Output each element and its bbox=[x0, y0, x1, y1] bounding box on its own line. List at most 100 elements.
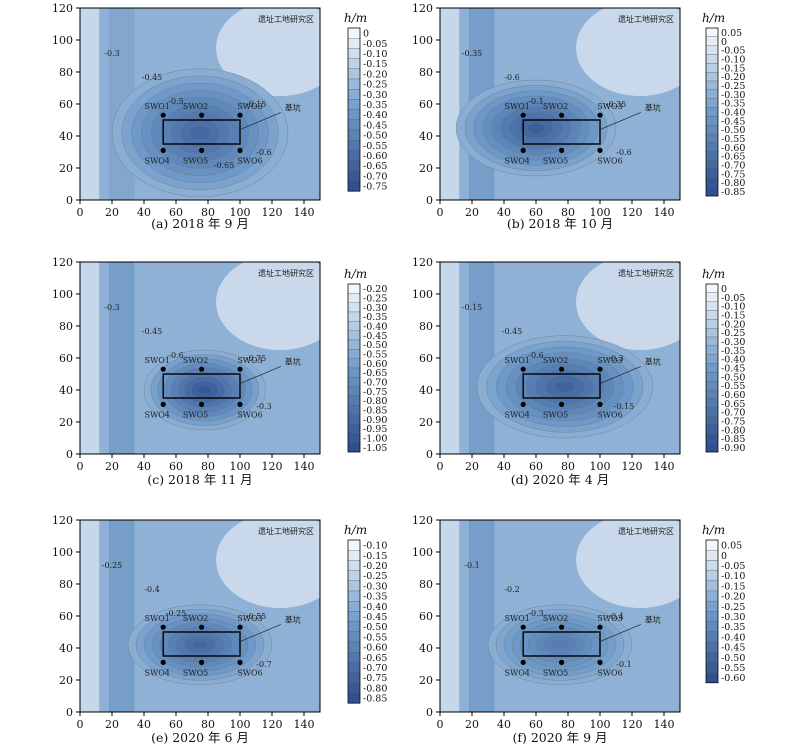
colorbar-tick-label: -0.40 bbox=[363, 110, 387, 121]
colorbar-tick-label: -0.75 bbox=[363, 387, 387, 398]
colorbar-frame bbox=[705, 283, 719, 453]
x-tick-label: 80 bbox=[561, 206, 575, 219]
colorbar-tick-label: -0.85 bbox=[721, 434, 745, 445]
well-marker bbox=[199, 659, 205, 666]
region-label: 遗址工地研究区 bbox=[258, 14, 314, 24]
x-tick-label: 80 bbox=[561, 460, 575, 473]
colorbar-tick-label: -0.90 bbox=[721, 443, 745, 454]
colorbar-unit-label: h/m bbox=[344, 267, 367, 281]
colorbar-tick-label: -0.85 bbox=[363, 694, 387, 705]
contour-label: -0.2 bbox=[504, 585, 519, 594]
contour-label: -0.45 bbox=[502, 327, 523, 336]
chart-panel-4: -0.15 -0.45 -0.6 -0.3 -0.15 SWO1 SWO2 SWO3 SWO4 S… bbox=[412, 256, 745, 487]
colorbar-frame bbox=[705, 27, 719, 197]
colorbar-frame bbox=[347, 27, 361, 192]
well-label: SWO5 bbox=[183, 156, 208, 165]
colorbar-swatch bbox=[705, 590, 719, 602]
pit-label: 基坑 bbox=[645, 102, 661, 112]
colorbar-swatch bbox=[705, 160, 719, 170]
x-tick-label: 40 bbox=[137, 460, 151, 473]
colorbar-swatch bbox=[347, 442, 361, 453]
y-tick-label: 0 bbox=[66, 706, 73, 719]
well-marker bbox=[520, 401, 526, 407]
field-trough bbox=[108, 520, 135, 712]
contour-label: -0.1 bbox=[528, 97, 543, 106]
colorbar-swatch bbox=[347, 58, 361, 69]
contour-label: -0.3 bbox=[256, 402, 271, 411]
colorbar-swatch bbox=[347, 621, 361, 632]
well-label: SWO2 bbox=[183, 102, 208, 111]
colorbar-tick-label: -0.10 bbox=[363, 49, 387, 60]
field-light-band bbox=[440, 8, 460, 200]
y-tick-label: 40 bbox=[419, 130, 433, 143]
colorbar-swatch bbox=[347, 321, 361, 331]
colorbar-tick-label: -0.15 bbox=[721, 310, 745, 321]
colorbar-swatch bbox=[705, 641, 719, 653]
colorbar-swatch bbox=[347, 631, 361, 643]
colorbar-tick-label: -0.55 bbox=[363, 350, 387, 361]
well-label: SWO6 bbox=[237, 410, 262, 419]
colorbar-tick-label: -0.15 bbox=[363, 59, 387, 70]
y-tick-label: 40 bbox=[419, 642, 433, 655]
x-tick-label: 0 bbox=[437, 718, 444, 731]
colorbar-tick-label: -0.50 bbox=[363, 340, 387, 351]
contour-level bbox=[191, 640, 209, 650]
colorbar-swatch bbox=[705, 80, 719, 91]
colorbar-tick-label: -0.75 bbox=[721, 417, 745, 428]
field-trough bbox=[468, 520, 495, 712]
y-tick-label: 100 bbox=[52, 546, 73, 559]
x-tick-label: 20 bbox=[105, 718, 119, 731]
colorbar-tick-label: -0.60 bbox=[363, 151, 387, 162]
y-tick-label: 60 bbox=[59, 98, 73, 111]
field-light-band bbox=[80, 520, 100, 712]
field-5: -0.25 -0.4 -0.25 -0.55 -0.7 bbox=[80, 520, 320, 712]
x-tick-label: 60 bbox=[169, 460, 183, 473]
colorbar-swatch bbox=[347, 395, 361, 406]
colorbar-swatch bbox=[347, 405, 361, 415]
panel-caption: (e) 2020 年 6 月 bbox=[151, 730, 249, 745]
well-label: SWO4 bbox=[145, 410, 170, 419]
region-label: 遗址工地研究区 bbox=[618, 526, 674, 536]
chart-panel-5: -0.25 -0.4 -0.25 -0.55 -0.7 SWO1 SWO2 SWO3 SWO4 S… bbox=[52, 514, 387, 745]
well-label: SWO3 bbox=[597, 102, 622, 111]
well-marker bbox=[199, 401, 205, 407]
y-tick-label: 20 bbox=[59, 416, 73, 429]
colorbar-tick-label: -0.65 bbox=[363, 368, 387, 379]
chart-panel-6: -0.1 -0.2 -0.3 -0.4 -0.1 SWO1 SWO2 SWO3 SWO4 SWO5… bbox=[412, 514, 745, 745]
colorbar-swatch bbox=[347, 330, 361, 341]
y-tick-label: 0 bbox=[426, 706, 433, 719]
y-tick-label: 120 bbox=[412, 514, 433, 527]
y-tick-label: 0 bbox=[66, 448, 73, 461]
pit-leader-line bbox=[599, 112, 641, 130]
well-marker bbox=[237, 112, 243, 118]
colorbar-tick-label: 0.05 bbox=[721, 541, 742, 552]
field-3: -0.3 -0.45 -0.6 -0.75 -0.3 bbox=[80, 262, 320, 454]
colorbar-swatch bbox=[705, 363, 719, 373]
colorbar-frame bbox=[347, 539, 361, 704]
field-light-band bbox=[80, 8, 100, 200]
x-tick-label: 20 bbox=[465, 718, 479, 731]
y-tick-label: 80 bbox=[59, 320, 73, 333]
colorbar-tick-label: -0.60 bbox=[363, 359, 387, 370]
well-marker bbox=[199, 624, 205, 630]
contour-label: -0.5 bbox=[168, 97, 183, 106]
well-label: SWO6 bbox=[597, 668, 622, 677]
colorbar-tick-label: -0.70 bbox=[721, 161, 745, 172]
colorbar-tick-label: -0.30 bbox=[721, 612, 745, 623]
colorbar-swatch bbox=[347, 89, 361, 100]
well-marker bbox=[160, 401, 166, 407]
well-label: SWO3 bbox=[597, 614, 622, 623]
colorbar-tick-label: -0.45 bbox=[363, 120, 387, 131]
field-light-region bbox=[216, 262, 320, 350]
well-marker bbox=[237, 366, 243, 372]
colorbar-swatch bbox=[347, 302, 361, 313]
field-2: -0.35 -0.6 -0.1 -0.35 -0.6 bbox=[440, 8, 680, 200]
colorbar-swatch bbox=[347, 339, 361, 350]
contour-label: -0.6 bbox=[256, 148, 271, 157]
colorbar-tick-label: -0.85 bbox=[721, 187, 745, 198]
x-tick-label: 100 bbox=[590, 460, 611, 473]
colorbar-tick-label: -0.65 bbox=[363, 161, 387, 172]
colorbar-tick-label: -0.55 bbox=[363, 632, 387, 643]
x-tick-label: 80 bbox=[201, 718, 215, 731]
colorbar-tick-label: -0.80 bbox=[721, 425, 745, 436]
